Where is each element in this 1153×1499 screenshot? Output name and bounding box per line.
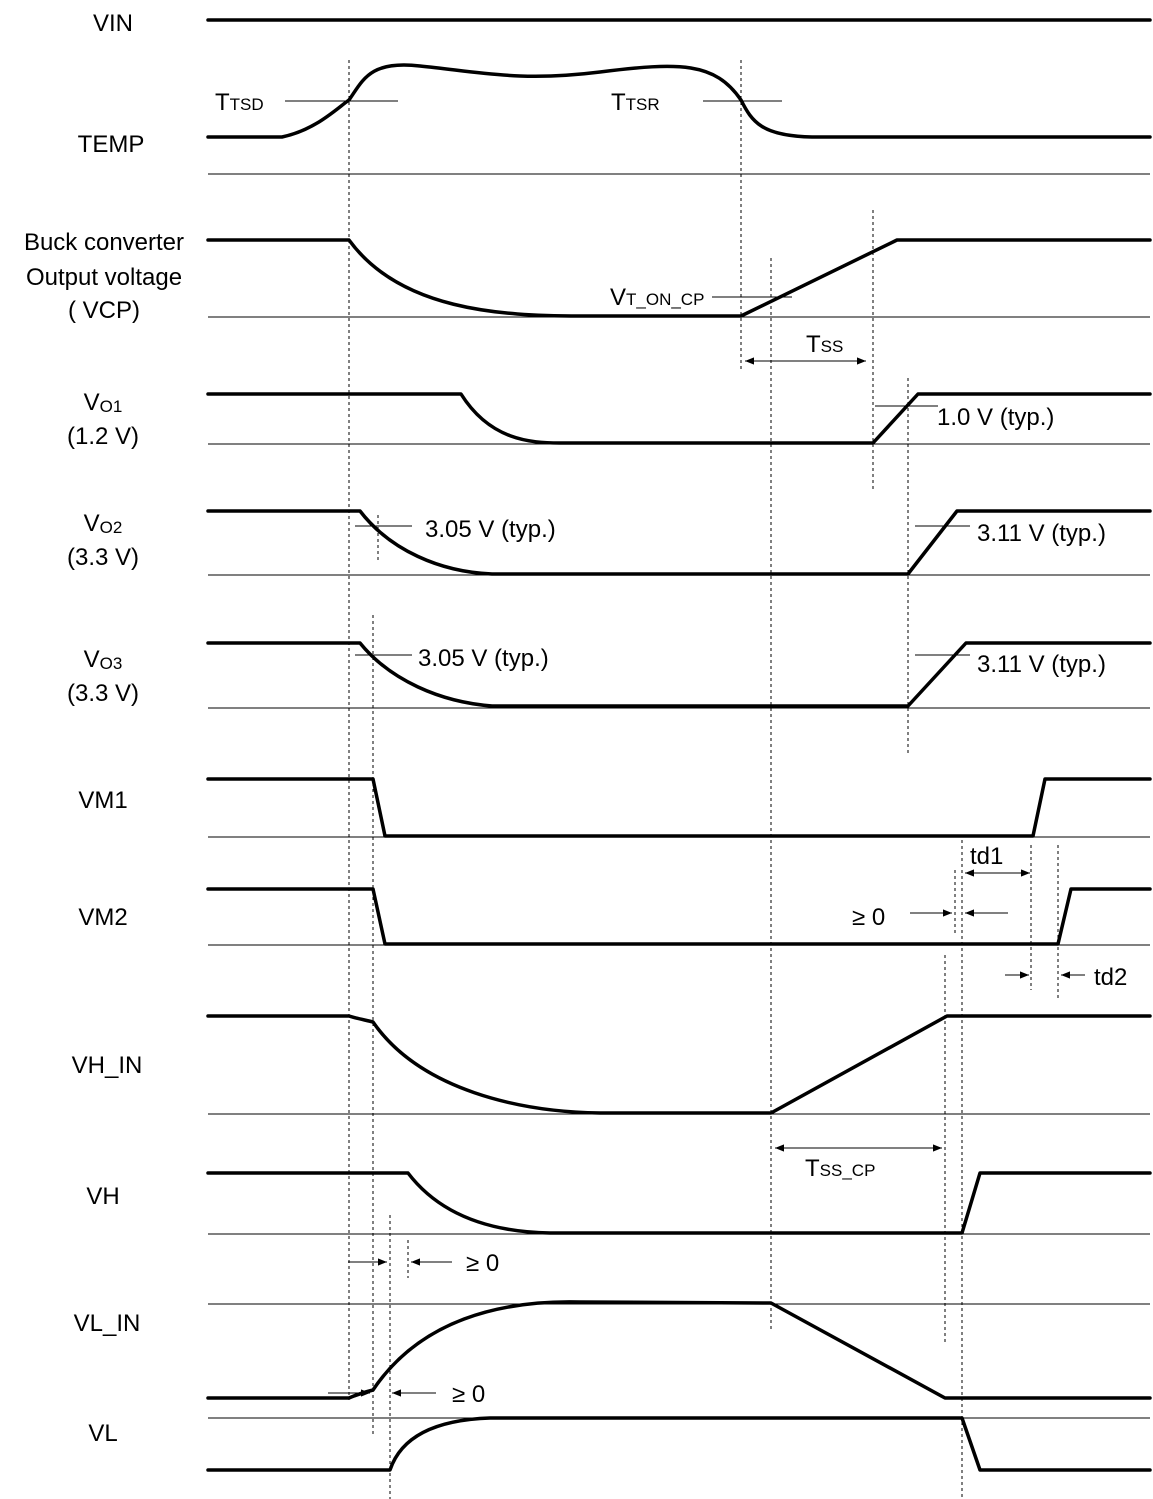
vt-on-cp-label: VT_ON_CP	[610, 284, 704, 311]
ttsd-label: TTSD	[215, 89, 264, 116]
label-vo2: VO2	[84, 510, 123, 537]
timing-arrows	[328, 357, 1085, 1397]
vl-in-waveform	[206, 1300, 1152, 1400]
label-vo1: VO1	[84, 389, 123, 416]
ge0-vh-label: ≥ 0	[466, 1250, 499, 1277]
vo3-rise-label: 3.11 V (typ.)	[977, 651, 1106, 678]
label-vo3-voltage: (3.3 V)	[67, 680, 139, 707]
vo3-fall-label: 3.05 V (typ.)	[418, 645, 549, 672]
label-vl-in: VL_IN	[74, 1310, 141, 1337]
vl-waveform	[206, 1416, 1152, 1472]
vcp-waveform	[206, 238, 1152, 318]
label-vcp-line2: Output voltage	[26, 264, 182, 291]
label-vh-in: VH_IN	[72, 1052, 143, 1079]
ttsr-label: TTSR	[611, 89, 660, 116]
ge0-vm-label: ≥ 0	[852, 904, 885, 931]
label-vh: VH	[86, 1183, 119, 1210]
vo1-waveform	[206, 392, 1152, 445]
tss-label: TSS	[806, 331, 843, 358]
label-vo2-voltage: (3.3 V)	[67, 544, 139, 571]
vo2-rise-label: 3.11 V (typ.)	[977, 520, 1106, 547]
label-vin: VIN	[93, 10, 133, 37]
vm1-waveform	[206, 777, 1152, 838]
label-temp: TEMP	[78, 131, 145, 158]
tss-cp-label: TSS_CP	[805, 1155, 875, 1182]
label-vo3: VO3	[84, 646, 123, 673]
label-vcp-line3: ( VCP)	[68, 297, 140, 324]
label-vm1: VM1	[78, 787, 127, 814]
temp-waveform	[206, 63, 1152, 139]
ge0-vl-label: ≥ 0	[452, 1381, 485, 1408]
annotation-leaders	[285, 100, 970, 656]
label-vo1-voltage: (1.2 V)	[67, 423, 139, 450]
vh-in-waveform	[206, 1014, 1152, 1115]
vo1-threshold-label: 1.0 V (typ.)	[937, 404, 1054, 431]
vo3-waveform	[206, 641, 1152, 708]
td1-label: td1	[970, 843, 1003, 870]
vo2-fall-label: 3.05 V (typ.)	[425, 516, 556, 543]
td2-label: td2	[1094, 964, 1127, 991]
label-vcp-line1: Buck converter	[24, 229, 184, 256]
vm2-waveform	[206, 887, 1152, 946]
vh-waveform	[206, 1171, 1152, 1235]
event-markers	[348, 60, 1059, 1499]
waveforms	[206, 18, 1152, 1472]
label-vm2: VM2	[78, 904, 127, 931]
vo2-waveform	[206, 509, 1152, 576]
label-vl: VL	[88, 1420, 117, 1447]
